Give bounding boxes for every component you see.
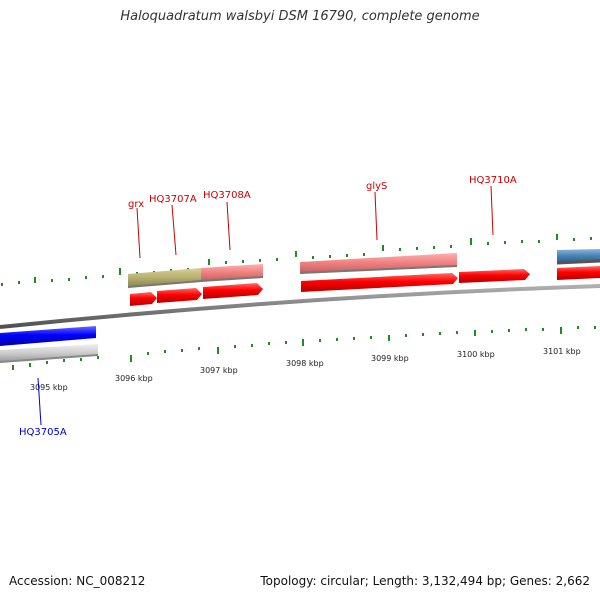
leader-line — [490, 185, 494, 236]
tick-label: 3099 kbp — [371, 354, 409, 363]
leader-line — [226, 201, 231, 251]
next-cds-arrow[interactable] — [557, 266, 600, 280]
gene-label-grx[interactable]: grx — [128, 199, 144, 210]
hq3710a-cds-arrow[interactable] — [459, 269, 530, 283]
hq3708a-cds-arrow[interactable] — [203, 283, 263, 299]
blue-feature-bar[interactable] — [557, 249, 600, 263]
tick-label: 3101 kbp — [543, 347, 581, 356]
function-bar-shadow — [299, 265, 458, 274]
leader-line — [37, 377, 42, 426]
gene-label-hq3708a[interactable]: HQ3708A — [203, 190, 251, 201]
gene-label-hq3707a[interactable]: HQ3707A — [149, 194, 197, 205]
hq3707a-cds-arrow[interactable] — [157, 288, 202, 303]
gene-label-glys[interactable]: glyS — [366, 181, 387, 192]
position-axis: 3095 kbp 3096 kbp 3097 kbp 3098 kbp 3099… — [30, 347, 581, 392]
gene-label-hq3710a[interactable]: HQ3710A — [469, 175, 517, 186]
hq3708a-function-bar[interactable] — [201, 264, 263, 281]
topology-label: Topology: circular; Length: 3,132,494 bp… — [260, 574, 590, 588]
tick-label: 3098 kbp — [286, 359, 324, 368]
leader-line — [374, 191, 378, 241]
function-bar-shadow — [556, 259, 600, 265]
genome-backbone — [0, 284, 600, 329]
glys-cds-arrow[interactable] — [301, 273, 458, 292]
tick-label: 3096 kbp — [115, 374, 153, 383]
tick-label: 3095 kbp — [30, 383, 68, 392]
leader-line — [136, 207, 141, 259]
forward-cds-track — [130, 266, 600, 306]
gene-leaders — [37, 185, 494, 426]
tick-label: 3100 kbp — [457, 350, 495, 359]
accession-label: Accession: NC_008212 — [9, 574, 146, 588]
reverse-track — [0, 326, 99, 363]
glys-function-bar[interactable] — [300, 253, 457, 273]
forward-function-track — [127, 249, 600, 288]
reverse-tick-row — [12, 326, 596, 370]
hq3705a-function-bar[interactable] — [0, 344, 98, 362]
tick-label: 3097 kbp — [200, 366, 238, 375]
hq3705a-cds-arrow[interactable] — [0, 326, 96, 346]
function-bar-shadow — [127, 276, 264, 288]
grx-cds-arrow[interactable] — [130, 292, 157, 306]
map-title: Haloquadratum walsbyi DSM 16790, complet… — [120, 9, 480, 24]
function-bar-shadow — [0, 354, 99, 363]
gene-label-hq3705a[interactable]: HQ3705A — [19, 427, 67, 438]
gene-labels: grx HQ3707A HQ3708A glyS HQ3710A HQ3705A — [19, 175, 517, 438]
leader-line — [171, 204, 177, 256]
